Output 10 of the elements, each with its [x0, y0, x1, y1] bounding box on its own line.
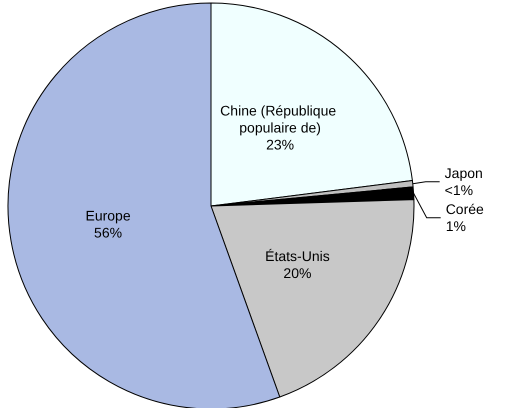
data-label: 23%: [266, 136, 294, 153]
slice-label: Europe: [85, 207, 131, 224]
data-label: <1%: [444, 182, 474, 198]
data-label: 20%: [283, 265, 312, 282]
slice-label: Japon: [444, 165, 483, 182]
slice-label: Corée: [446, 201, 484, 218]
slice-label: États-Unis: [265, 248, 330, 264]
data-label: 56%: [94, 224, 122, 240]
slice-label: Chine (République populaire de): [220, 102, 340, 136]
data-label: 1%: [446, 218, 466, 234]
